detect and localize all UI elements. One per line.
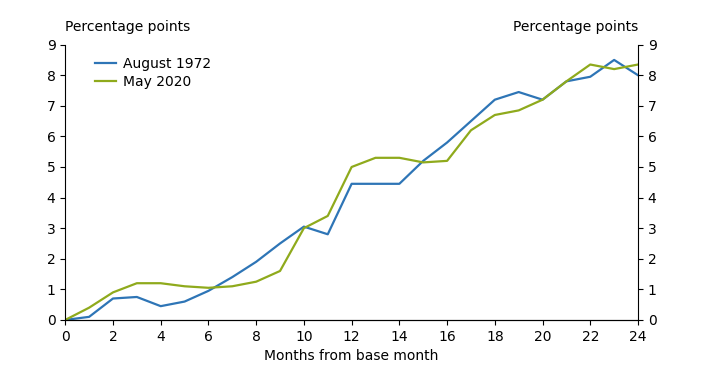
May 2020 (85, 305, 94, 310)
August 1972 (514, 90, 523, 94)
Line: May 2020: May 2020 (65, 64, 638, 320)
May 2020 (538, 97, 547, 102)
May 2020 (610, 67, 618, 71)
August 1972 (634, 73, 642, 77)
May 2020 (371, 155, 380, 160)
May 2020 (514, 108, 523, 113)
August 1972 (276, 241, 284, 246)
Line: August 1972: August 1972 (65, 60, 638, 320)
May 2020 (61, 318, 70, 322)
May 2020 (323, 214, 332, 218)
August 1972 (157, 304, 165, 308)
August 1972 (133, 295, 141, 299)
May 2020 (252, 279, 260, 284)
August 1972 (228, 275, 236, 279)
X-axis label: Months from base month: Months from base month (265, 349, 439, 363)
August 1972 (562, 79, 571, 84)
August 1972 (419, 158, 428, 163)
May 2020 (276, 269, 284, 273)
August 1972 (181, 299, 189, 304)
May 2020 (586, 62, 594, 67)
May 2020 (562, 79, 571, 84)
August 1972 (443, 140, 452, 145)
May 2020 (204, 286, 213, 290)
August 1972 (490, 97, 499, 102)
August 1972 (610, 58, 618, 62)
August 1972 (371, 182, 380, 186)
August 1972 (347, 182, 356, 186)
May 2020 (299, 226, 308, 230)
May 2020 (490, 113, 499, 117)
August 1972 (85, 315, 94, 319)
August 1972 (109, 296, 117, 301)
May 2020 (228, 284, 236, 289)
August 1972 (299, 224, 308, 229)
Text: Percentage points: Percentage points (513, 20, 638, 33)
August 1972 (395, 182, 404, 186)
August 1972 (252, 260, 260, 264)
May 2020 (395, 155, 404, 160)
Legend: August 1972, May 2020: August 1972, May 2020 (95, 57, 211, 89)
August 1972 (538, 97, 547, 102)
May 2020 (443, 158, 452, 163)
May 2020 (109, 290, 117, 295)
May 2020 (347, 165, 356, 169)
August 1972 (204, 289, 213, 293)
May 2020 (181, 284, 189, 289)
May 2020 (133, 281, 141, 285)
May 2020 (419, 160, 428, 165)
May 2020 (634, 62, 642, 67)
Text: Percentage points: Percentage points (65, 20, 191, 33)
August 1972 (61, 318, 70, 322)
May 2020 (157, 281, 165, 285)
August 1972 (323, 232, 332, 237)
August 1972 (467, 119, 476, 124)
May 2020 (467, 128, 476, 132)
August 1972 (586, 74, 594, 79)
